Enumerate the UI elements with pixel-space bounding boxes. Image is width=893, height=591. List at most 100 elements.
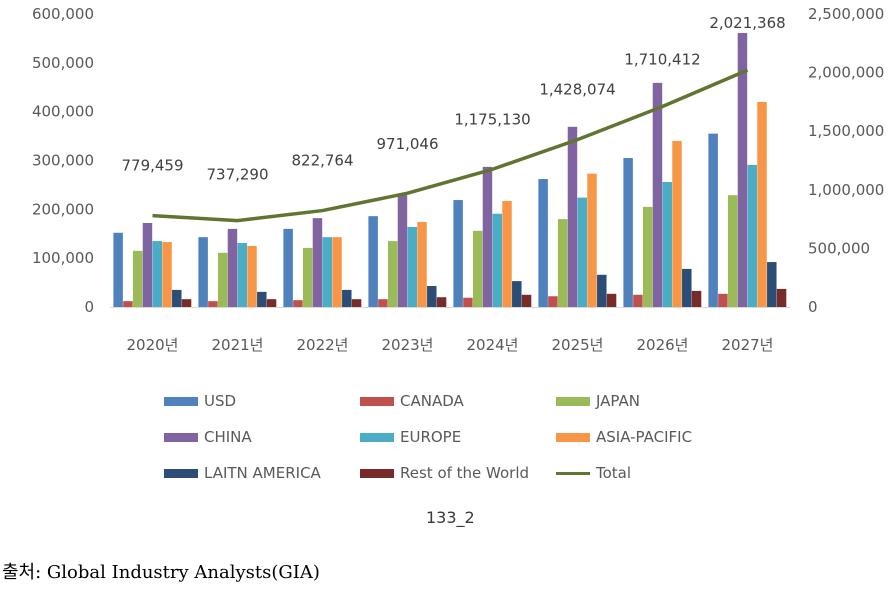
bar-asia-pacific — [672, 140, 682, 307]
bar-canada — [463, 297, 473, 307]
bar-rest-of-the-world — [181, 299, 192, 307]
bar-usd — [453, 200, 463, 307]
bar-laitn-america — [767, 262, 777, 307]
data-label-total: 779,459 — [121, 157, 183, 175]
bar-usd — [368, 216, 378, 307]
legend-label: CHINA — [204, 428, 252, 446]
data-label-total: 1,710,412 — [624, 51, 700, 69]
bar-laitn-america — [427, 286, 437, 307]
y2-tick-label: 1,500,000 — [808, 122, 884, 140]
bar-usd — [708, 133, 718, 307]
bar-asia-pacific — [417, 222, 427, 307]
bar-japan — [727, 195, 738, 307]
x-tick-label: 2023년 — [382, 336, 434, 354]
bar-laitn-america — [682, 268, 692, 307]
bar-asia-pacific — [332, 237, 342, 307]
bar-usd — [113, 232, 123, 307]
x-tick-label: 2026년 — [637, 336, 689, 354]
bar-asia-pacific — [757, 101, 767, 308]
legend-label: USD — [204, 392, 237, 410]
data-label-total: 737,290 — [206, 166, 268, 184]
y-tick-label: 600,000 — [32, 5, 94, 23]
bar-europe — [492, 213, 502, 307]
bar-japan — [217, 252, 228, 307]
y2-tick-label: 2,500,000 — [808, 5, 884, 23]
bar-japan — [557, 219, 568, 307]
bar-laitn-america — [342, 289, 352, 307]
line-total — [152, 68, 749, 223]
x-tick-label: 2024년 — [467, 336, 519, 354]
legend-label: ASIA-PACIFIC — [596, 428, 693, 446]
y-tick-label: 300,000 — [32, 152, 94, 170]
legend-swatch — [360, 468, 394, 478]
x-tick-label: 2022년 — [297, 336, 349, 354]
y2-tick-label: 2,000,000 — [808, 64, 884, 82]
bar-europe — [152, 241, 162, 307]
bar-laitn-america — [172, 289, 182, 307]
bar-japan — [472, 230, 483, 307]
data-label-total: 971,046 — [376, 135, 438, 153]
legend-swatch — [556, 432, 590, 442]
bar-china — [142, 223, 153, 307]
data-label-total: 822,764 — [291, 152, 353, 170]
legend-label: LAITN AMERICA — [204, 464, 321, 482]
bar-rest-of-the-world — [266, 299, 277, 307]
y-tick-label: 400,000 — [32, 103, 94, 121]
bar-japan — [132, 250, 143, 307]
bar-canada — [633, 294, 643, 307]
y-tick-label: 500,000 — [32, 54, 94, 72]
legend-item: ASIA-PACIFIC — [556, 428, 692, 446]
bar-rest-of-the-world — [436, 297, 447, 307]
bar-canada — [293, 300, 303, 307]
bar-europe — [662, 181, 672, 307]
legend-item: USD — [164, 392, 236, 410]
bar-europe — [237, 243, 247, 307]
legend-item: Rest of the World — [360, 464, 529, 482]
x-tick-label: 2025년 — [552, 336, 604, 354]
bar-rest-of-the-world — [691, 290, 702, 307]
y-tick-label: 100,000 — [32, 249, 94, 267]
legend-label: EUROPE — [400, 428, 462, 446]
bar-rest-of-the-world — [776, 288, 787, 307]
bar-china — [737, 33, 748, 308]
bar-europe — [407, 226, 417, 307]
bar-china — [312, 218, 323, 307]
y2-tick-label: 500,000 — [808, 239, 870, 257]
chart: 0 100,000 200,000 300,000 400,000 500,000 600,… — [32, 5, 884, 354]
bar-usd — [198, 237, 208, 307]
bar-europe — [322, 237, 332, 307]
bar-laitn-america — [512, 281, 522, 307]
legend-item: CHINA — [164, 428, 252, 446]
legend-label: JAPAN — [596, 392, 640, 410]
y2-tick-label: 0 — [808, 298, 818, 316]
bar-china — [652, 82, 663, 307]
x-tick-label: 2020년 — [127, 336, 179, 354]
legend-swatch — [360, 396, 394, 406]
bar-usd — [623, 158, 633, 307]
bar-japan — [302, 247, 313, 307]
legend-swatch — [556, 396, 590, 406]
bar-china — [482, 166, 493, 307]
bar-rest-of-the-world — [351, 299, 362, 307]
bar-asia-pacific — [502, 201, 512, 307]
bar-canada — [718, 293, 728, 307]
data-label-total: 2,021,368 — [709, 14, 785, 32]
bar-rest-of-the-world — [606, 293, 617, 307]
legend-label: CANADA — [400, 392, 464, 410]
bar-laitn-america — [597, 274, 607, 307]
legend-swatch — [556, 471, 590, 475]
bar-usd — [538, 179, 548, 307]
legend-swatch — [164, 396, 198, 406]
figure-caption: 133_2 — [426, 508, 475, 527]
bar-japan — [642, 206, 653, 307]
bar-usd — [283, 228, 293, 307]
legend-item: Total — [556, 464, 631, 482]
bar-china — [227, 228, 238, 307]
legend-item: EUROPE — [360, 428, 461, 446]
data-label-total: 1,428,074 — [539, 81, 615, 99]
legend-label: Total — [596, 464, 632, 482]
bar-canada — [378, 299, 388, 307]
bar-canada — [123, 301, 133, 307]
x-tick-label: 2021년 — [212, 336, 264, 354]
bar-asia-pacific — [587, 173, 597, 307]
